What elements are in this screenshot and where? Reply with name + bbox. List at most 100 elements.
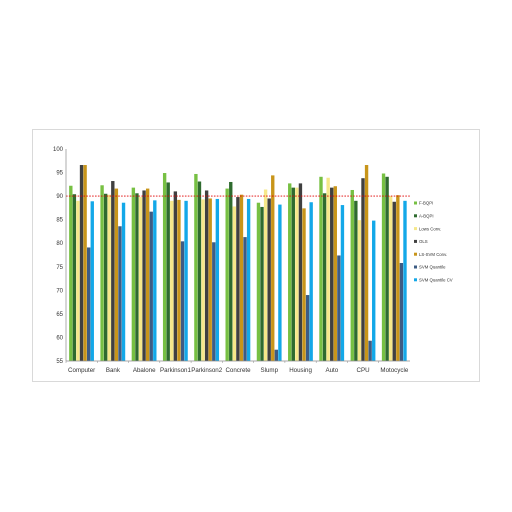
legend-label: A-BQPI xyxy=(419,214,434,219)
bar: OLS / Concrete: 89.8 xyxy=(236,197,240,361)
bar: Lows Conv. / Motocycle: 90 xyxy=(389,196,393,361)
bar: SVM Quantile / Concrete: 81.3 xyxy=(243,237,247,361)
bar: LS-SVM Conv. / Bank: 91.6 xyxy=(114,188,119,361)
bar: SVM Quantile / CPU: 59.3 xyxy=(368,340,372,361)
legend-label: SVM Quantile xyxy=(419,265,446,270)
bar: SVM Quantile CV / CPU: 84.8 xyxy=(372,220,376,361)
y-tick-label: 75 xyxy=(56,265,63,271)
bar: SVM Quantile / Auto: 77.4 xyxy=(337,255,341,361)
chart-frame: F-BQPI / Computer: 92.2A-BQPI / Computer… xyxy=(32,129,480,382)
bar: A-BQPI / Bank: 90.5 xyxy=(103,193,108,361)
y-tick-label: 85 xyxy=(56,218,63,224)
bar: SVM Quantile / Abalone: 86.7 xyxy=(149,211,153,361)
bar: A-BQPI / Parkinson2: 93.1 xyxy=(197,181,202,361)
y-tick-label: 100 xyxy=(53,147,64,153)
bar: A-BQPI / Concrete: 93 xyxy=(229,181,233,361)
bar: SVM Quantile CV / Bank: 88.6 xyxy=(121,202,126,361)
bar: F-BQPI / CPU: 91.3 xyxy=(350,189,354,361)
bar: Lows Conv. / Bank: 90.3 xyxy=(107,194,111,361)
bar: LS-SVM Conv. / Parkinson2: 89.5 xyxy=(208,198,212,361)
bar: OLS / Motocycle: 88.8 xyxy=(392,201,396,361)
bar: SVM Quantile / Parkinson1: 80.4 xyxy=(180,241,185,361)
bar: OLS / Bank: 93.2 xyxy=(111,181,115,361)
bar: OLS / Abalone: 91.2 xyxy=(142,190,146,361)
bar: F-BQPI / Housing: 92.7 xyxy=(288,183,292,361)
bar: SVM Quantile / Parkinson2: 80.2 xyxy=(212,242,216,361)
bar: SVM Quantile CV / Motocycle: 89 xyxy=(403,200,407,361)
bar: SVM Quantile CV / Parkinson1: 89 xyxy=(184,200,188,361)
legend-label: SVM Quantile CV xyxy=(419,278,453,283)
bar: LS-SVM Conv. / Motocycle: 90.2 xyxy=(396,195,400,361)
bar: F-BQPI / Computer: 92.2 xyxy=(69,185,73,361)
bar: Lows Conv. / Computer: 89 xyxy=(76,200,80,361)
bar: F-BQPI / Slump: 88.6 xyxy=(256,202,261,361)
bar: SVM Quantile / Motocycle: 75.8 xyxy=(399,263,404,361)
bar: Lows Conv. / Concrete: 87.8 xyxy=(232,206,237,361)
legend-label: OLS xyxy=(419,239,428,244)
y-tick-label: 90 xyxy=(56,194,63,200)
x-category-label: Slump xyxy=(260,367,278,374)
bar: F-BQPI / Auto: 94.1 xyxy=(319,176,323,361)
legend-swatch xyxy=(414,239,417,243)
bar: LS-SVM Conv. / CPU: 96.6 xyxy=(364,165,369,361)
bar: SVM Quantile CV / Auto: 88.1 xyxy=(340,205,345,361)
bar: OLS / CPU: 93.8 xyxy=(361,178,365,361)
bar: Lows Conv. / Parkinson2: 89.3 xyxy=(201,199,205,361)
bar: F-BQPI / Motocycle: 94.8 xyxy=(381,173,386,361)
bar: SVM Quantile CV / Slump: 88.2 xyxy=(278,204,282,361)
bar: SVM Quantile / Computer: 79.1 xyxy=(86,247,91,361)
bar: SVM Quantile CV / Housing: 88.7 xyxy=(309,202,313,361)
x-category-label: Parkinson2 xyxy=(191,367,223,374)
bar: LS-SVM Conv. / Computer: 96.6 xyxy=(83,165,87,361)
bar: LS-SVM Conv. / Housing: 87.4 xyxy=(302,208,306,361)
x-category-label: Computer xyxy=(68,367,95,374)
bar: A-BQPI / Housing: 91.8 xyxy=(291,187,295,361)
y-tick-label: 60 xyxy=(56,335,63,341)
bar: A-BQPI / Abalone: 90.6 xyxy=(135,193,139,361)
bar: A-BQPI / Slump: 87.7 xyxy=(260,206,264,361)
bar: OLS / Auto: 91.8 xyxy=(330,187,334,361)
bar: OLS / Parkinson2: 91.2 xyxy=(204,190,209,361)
bar: SVM Quantile / Bank: 83.6 xyxy=(118,226,122,361)
legend-label: Lows Conv. xyxy=(419,226,441,231)
legend-label: LS-SVM Conv. xyxy=(419,252,447,257)
bar: A-BQPI / Motocycle: 94.1 xyxy=(385,176,389,361)
bar: SVM Quantile / Housing: 69 xyxy=(305,295,310,361)
y-tick-label: 70 xyxy=(56,288,63,294)
x-category-label: Abalone xyxy=(133,367,156,374)
bar: LS-SVM Conv. / Concrete: 90.3 xyxy=(239,194,244,361)
bar: OLS / Slump: 89.5 xyxy=(267,198,271,361)
y-tick-label: 95 xyxy=(56,171,63,177)
bar: Lows Conv. / Slump: 91.4 xyxy=(263,189,268,361)
bar: SVM Quantile / Slump: 57.4 xyxy=(274,349,279,361)
bar: A-BQPI / Computer: 90.4 xyxy=(72,194,77,361)
bar: Lows Conv. / Housing: 91.8 xyxy=(295,187,299,361)
bar: Lows Conv. / Parkinson1: 89 xyxy=(170,200,174,361)
bar-chart: F-BQPI / Computer: 92.2A-BQPI / Computer… xyxy=(53,147,453,374)
x-category-label: Bank xyxy=(106,367,121,374)
bar: F-BQPI / Concrete: 91.6 xyxy=(225,188,229,361)
x-category-label: Auto xyxy=(325,367,338,374)
legend-swatch xyxy=(414,201,417,205)
bar: OLS / Computer: 96.6 xyxy=(79,165,84,361)
x-category-label: Motocycle xyxy=(380,367,408,374)
bar: LS-SVM Conv. / Auto: 92.1 xyxy=(333,186,337,361)
bar: F-BQPI / Abalone: 91.8 xyxy=(131,187,136,361)
bar: Lows Conv. / Auto: 93.9 xyxy=(326,177,330,361)
bar: SVM Quantile CV / Abalone: 89.1 xyxy=(153,200,157,361)
y-tick-label: 80 xyxy=(56,241,63,247)
bar: A-BQPI / CPU: 89 xyxy=(354,200,358,361)
legend-swatch xyxy=(414,214,417,218)
legend-swatch xyxy=(414,265,417,269)
x-category-label: Parkinson1 xyxy=(160,367,192,374)
x-category-label: Concrete xyxy=(225,367,251,374)
bar: SVM Quantile CV / Computer: 88.9 xyxy=(90,201,94,361)
bar: SVM Quantile CV / Concrete: 89.4 xyxy=(246,198,251,361)
bar: F-BQPI / Bank: 92.3 xyxy=(100,185,104,361)
legend-label: F-BQPI xyxy=(419,201,433,206)
bar: OLS / Parkinson1: 91 xyxy=(173,191,178,361)
bar: Lows Conv. / CPU: 84.9 xyxy=(357,220,362,361)
y-tick-label: 55 xyxy=(56,359,63,365)
legend-swatch xyxy=(414,227,417,231)
bar: A-BQPI / Parkinson1: 92.9 xyxy=(166,182,170,361)
